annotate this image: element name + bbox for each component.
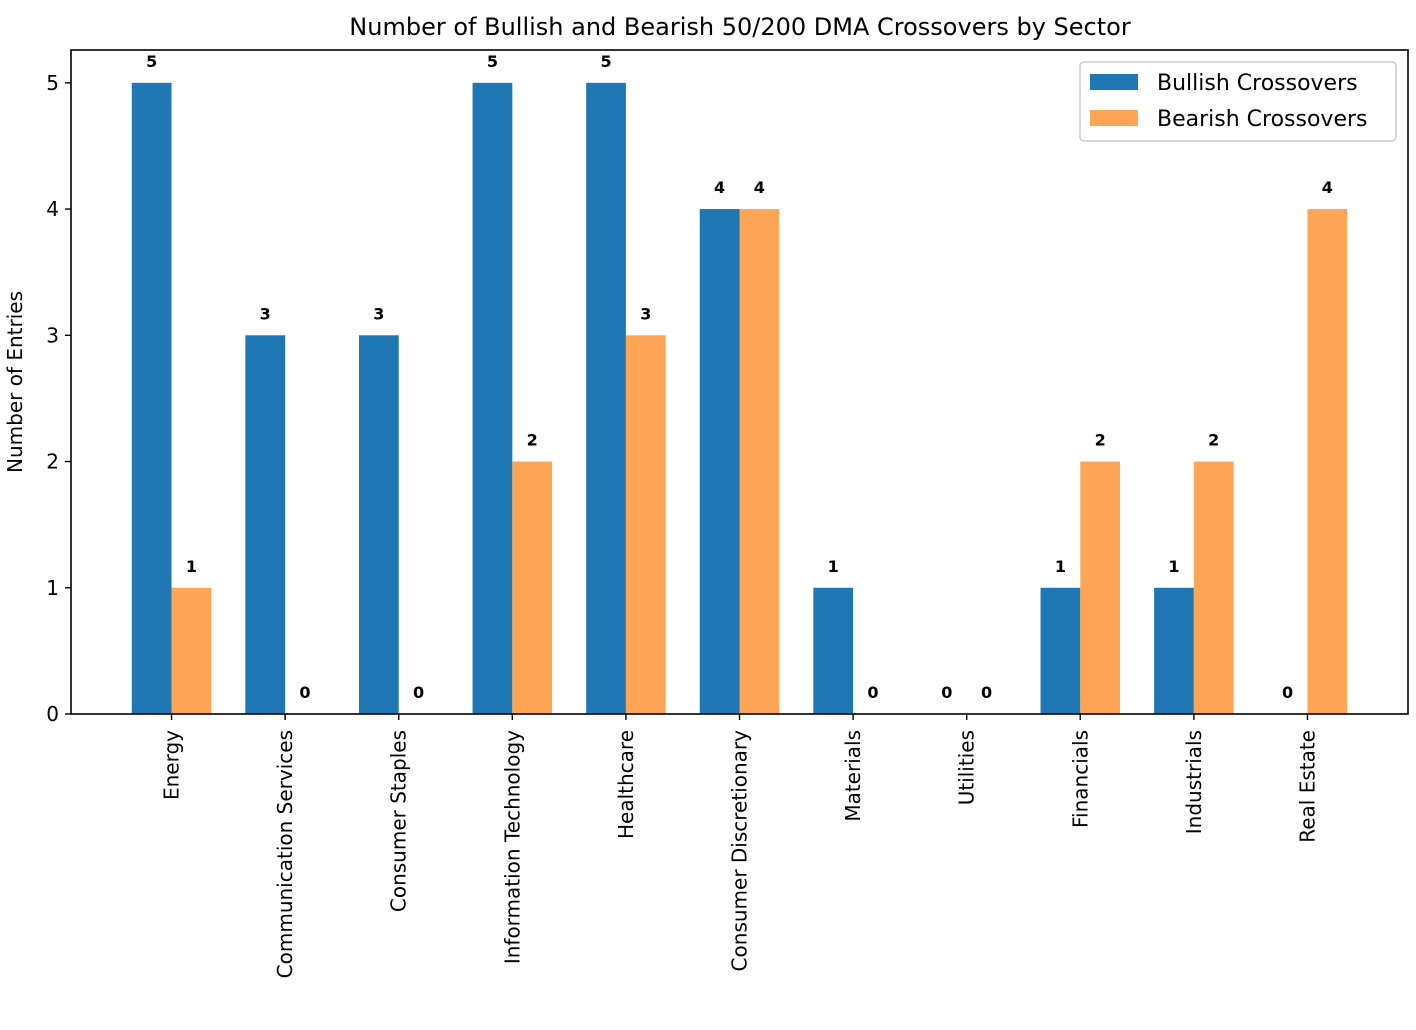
y-tick-label: 3 (46, 323, 59, 347)
x-tick-label: Healthcare (614, 730, 638, 839)
legend-label: Bearish Crossovers (1157, 107, 1368, 132)
bar-bullish-6 (813, 587, 854, 714)
data-label: 2 (1095, 431, 1106, 450)
bar-bullish-0 (131, 82, 172, 714)
data-label: 2 (1208, 431, 1219, 450)
x-tick-label: Real Estate (1295, 730, 1319, 843)
legend-swatch (1090, 74, 1138, 90)
data-label: 5 (487, 52, 498, 71)
bar-bearish-5 (739, 209, 780, 714)
data-label: 3 (260, 304, 271, 323)
y-tick-label: 2 (46, 450, 59, 474)
bar-bullish-2 (358, 335, 399, 714)
bar-bearish-8 (1080, 461, 1121, 714)
data-label: 0 (299, 683, 310, 702)
bar-bearish-0 (171, 587, 212, 714)
data-label: 3 (373, 304, 384, 323)
data-label: 0 (981, 683, 992, 702)
bar-bullish-8 (1040, 587, 1081, 714)
data-label: 4 (1322, 178, 1333, 197)
data-label: 3 (640, 304, 651, 323)
x-tick-label: Energy (160, 730, 184, 800)
bar-bullish-5 (699, 209, 740, 714)
data-label: 1 (828, 557, 839, 576)
y-tick-label: 4 (46, 197, 59, 221)
legend-box (1079, 61, 1397, 142)
data-label: 1 (186, 557, 197, 576)
bar-bearish-10 (1307, 209, 1348, 714)
y-axis-label: Number of Entries (3, 291, 27, 473)
data-label: 4 (714, 178, 725, 197)
x-tick-label: Information Technology (500, 730, 524, 964)
x-tick-label: Utilities (955, 730, 979, 805)
bar-bullish-9 (1154, 587, 1194, 714)
bar-bearish-3 (512, 461, 553, 714)
data-label: 0 (941, 683, 952, 702)
y-tick-label: 1 (46, 576, 59, 600)
y-tick-label: 5 (46, 71, 59, 95)
data-label: 0 (413, 683, 424, 702)
data-label: 0 (1282, 683, 1293, 702)
data-label: 1 (1168, 557, 1179, 576)
x-tick-label: Consumer Staples (387, 730, 411, 912)
x-tick-label: Financials (1068, 730, 1092, 828)
data-label: 4 (754, 178, 765, 197)
data-label: 0 (867, 683, 878, 702)
legend: Bullish Crossovers Bearish Crossovers (1079, 61, 1397, 142)
data-label: 5 (146, 52, 157, 71)
legend-swatch (1090, 110, 1138, 126)
x-tick-label: Industrials (1182, 730, 1206, 834)
data-label: 2 (527, 431, 538, 450)
x-tick-label: Consumer Discretionary (728, 730, 752, 972)
x-tick-label: Communication Services (273, 730, 297, 978)
bar-bullish-1 (245, 335, 286, 714)
chart-title: Number of Bullish and Bearish 50/200 DMA… (349, 13, 1131, 41)
x-tick-label: Materials (841, 730, 865, 822)
data-label: 5 (600, 52, 611, 71)
y-tick-label: 0 (46, 702, 59, 726)
bar-bullish-4 (586, 82, 626, 714)
data-label: 1 (1055, 557, 1066, 576)
bar-bearish-4 (625, 335, 666, 714)
bar-bearish-9 (1193, 461, 1234, 714)
legend-label: Bullish Crossovers (1157, 71, 1358, 96)
bar-bullish-3 (472, 82, 513, 714)
